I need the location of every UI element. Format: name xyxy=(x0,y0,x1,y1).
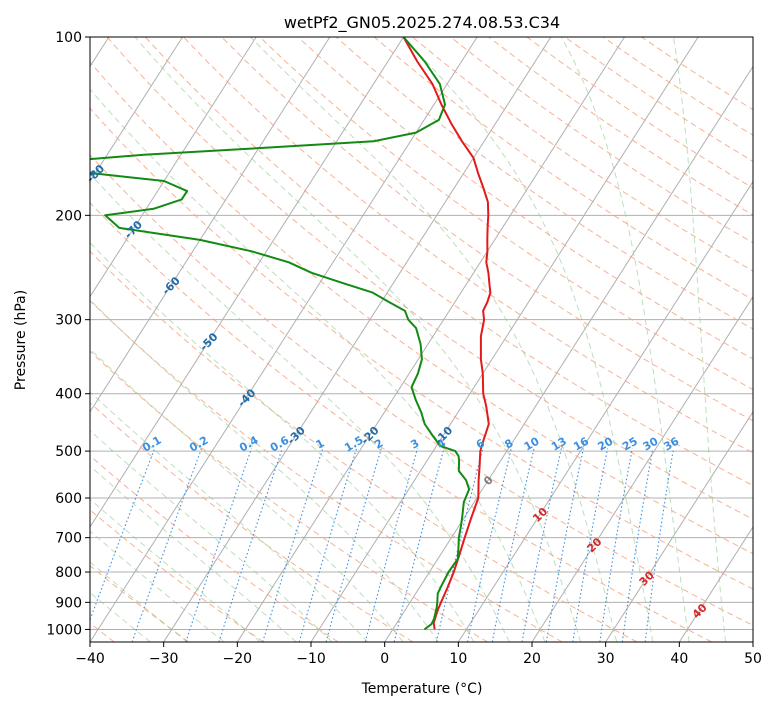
dry-adiabat-line xyxy=(90,154,753,626)
y-tick-label: 800 xyxy=(55,565,82,581)
x-tick-label: −10 xyxy=(296,651,326,667)
profile-series xyxy=(90,37,492,631)
mixing-ratio-line xyxy=(364,448,418,642)
dry-adiabat-line xyxy=(90,509,264,642)
mixing-ratio-line xyxy=(572,448,609,642)
y-axis-label: Pressure (hPa) xyxy=(13,290,29,390)
mixing-ratio-line xyxy=(131,448,203,642)
moist-adiabat-line xyxy=(90,299,439,642)
dry-adiabat-line xyxy=(90,350,488,642)
x-tick-label: 20 xyxy=(523,651,541,667)
y-tick-label: 700 xyxy=(55,531,82,547)
plot-frame xyxy=(89,36,754,643)
dry-adiabats xyxy=(90,37,753,642)
dry-adiabat-line xyxy=(90,300,563,642)
isotherm-line xyxy=(163,37,552,642)
dry-adiabat-line xyxy=(90,250,638,642)
isotherm-line xyxy=(90,37,404,528)
x-tick-label: −20 xyxy=(223,651,253,667)
mixing-ratio-line xyxy=(90,448,156,622)
x-tick-label: 0 xyxy=(380,651,389,667)
mixing-ratio-line xyxy=(393,448,445,642)
x-tick-label: −30 xyxy=(149,651,179,667)
dry-adiabat-line xyxy=(90,107,753,590)
moist-adiabat-line xyxy=(134,37,582,642)
moist-adiabat-line xyxy=(90,348,404,642)
mixing-ratio-line xyxy=(491,448,535,642)
moist-adiabat-line xyxy=(90,429,333,642)
isotherm-line xyxy=(236,37,625,642)
moist-adiabat-line xyxy=(90,173,510,642)
moist-adiabat-line xyxy=(90,88,546,642)
dry-adiabat-line xyxy=(90,402,414,642)
isotherm-line xyxy=(531,295,753,642)
x-tick-label: −40 xyxy=(75,651,105,667)
isotherm-line xyxy=(605,410,753,642)
isotherm-line xyxy=(457,180,753,642)
mixing-ratio-line xyxy=(325,448,382,642)
y-tick-label: 900 xyxy=(55,595,82,611)
moist-adiabats xyxy=(90,37,727,642)
moist-adiabat-line xyxy=(90,242,475,642)
isotherm-line xyxy=(90,37,257,298)
mixing-ratio-line xyxy=(599,448,633,642)
x-tick-label: 30 xyxy=(597,651,615,667)
y-tick-label: 400 xyxy=(55,387,82,403)
y-tick-label: 200 xyxy=(55,208,82,224)
y-tick-label: 600 xyxy=(55,491,82,507)
mixing-ratio-line xyxy=(262,448,324,642)
dry-adiabat-line xyxy=(90,61,753,555)
x-tick-label: 50 xyxy=(744,651,762,667)
dry-adiabat-line xyxy=(221,37,753,422)
mixing-ratio-lines xyxy=(90,448,675,642)
chart-title: wetPf2_GN05.2025.274.08.53.C34 xyxy=(284,13,560,33)
moist-adiabat-line xyxy=(250,37,618,642)
isotherm-line xyxy=(384,65,753,642)
mixing-ratio-line xyxy=(521,448,562,642)
y-axis-ticks: 100 200 300 400 500 600 700 800 900 1000 xyxy=(46,30,90,638)
x-axis-ticks: −40 −30 −20 −10 0 10 20 30 40 50 xyxy=(75,642,762,667)
mixing-ratio-line xyxy=(466,448,512,642)
mixing-ratio-line xyxy=(545,448,584,642)
isotherm-line xyxy=(678,525,753,642)
dewpoint-profile-line xyxy=(90,37,471,631)
y-tick-label: 500 xyxy=(55,444,82,460)
mixing-ratio-line xyxy=(185,448,253,642)
moist-adiabat-line xyxy=(401,37,654,642)
mixing-ratio-line xyxy=(218,448,283,642)
dry-adiabat-line xyxy=(90,564,190,642)
moist-adiabat-line xyxy=(90,498,261,642)
dry-adiabat-line xyxy=(90,454,339,642)
moist-adiabat-line xyxy=(90,465,297,642)
dry-adiabat-line xyxy=(90,202,712,642)
y-tick-label: 100 xyxy=(55,30,82,46)
x-tick-label: 10 xyxy=(449,651,467,667)
isotherm-line xyxy=(90,37,478,642)
isotherm-line xyxy=(90,37,331,413)
dry-adiabat-line xyxy=(297,37,753,360)
y-tick-label: 300 xyxy=(55,313,82,329)
x-tick-label: 40 xyxy=(670,651,688,667)
y-tick-label: 1000 xyxy=(46,622,82,638)
dry-adiabat-line xyxy=(259,37,753,391)
dry-adiabat-line xyxy=(373,37,753,301)
isotherm-line xyxy=(90,37,183,183)
mixing-ratio-line xyxy=(298,448,358,642)
moist-adiabat-line xyxy=(672,37,727,642)
moist-adiabat-line xyxy=(560,37,690,642)
x-axis-label: Temperature (°C) xyxy=(361,681,483,697)
dry-adiabat-line xyxy=(106,37,753,520)
